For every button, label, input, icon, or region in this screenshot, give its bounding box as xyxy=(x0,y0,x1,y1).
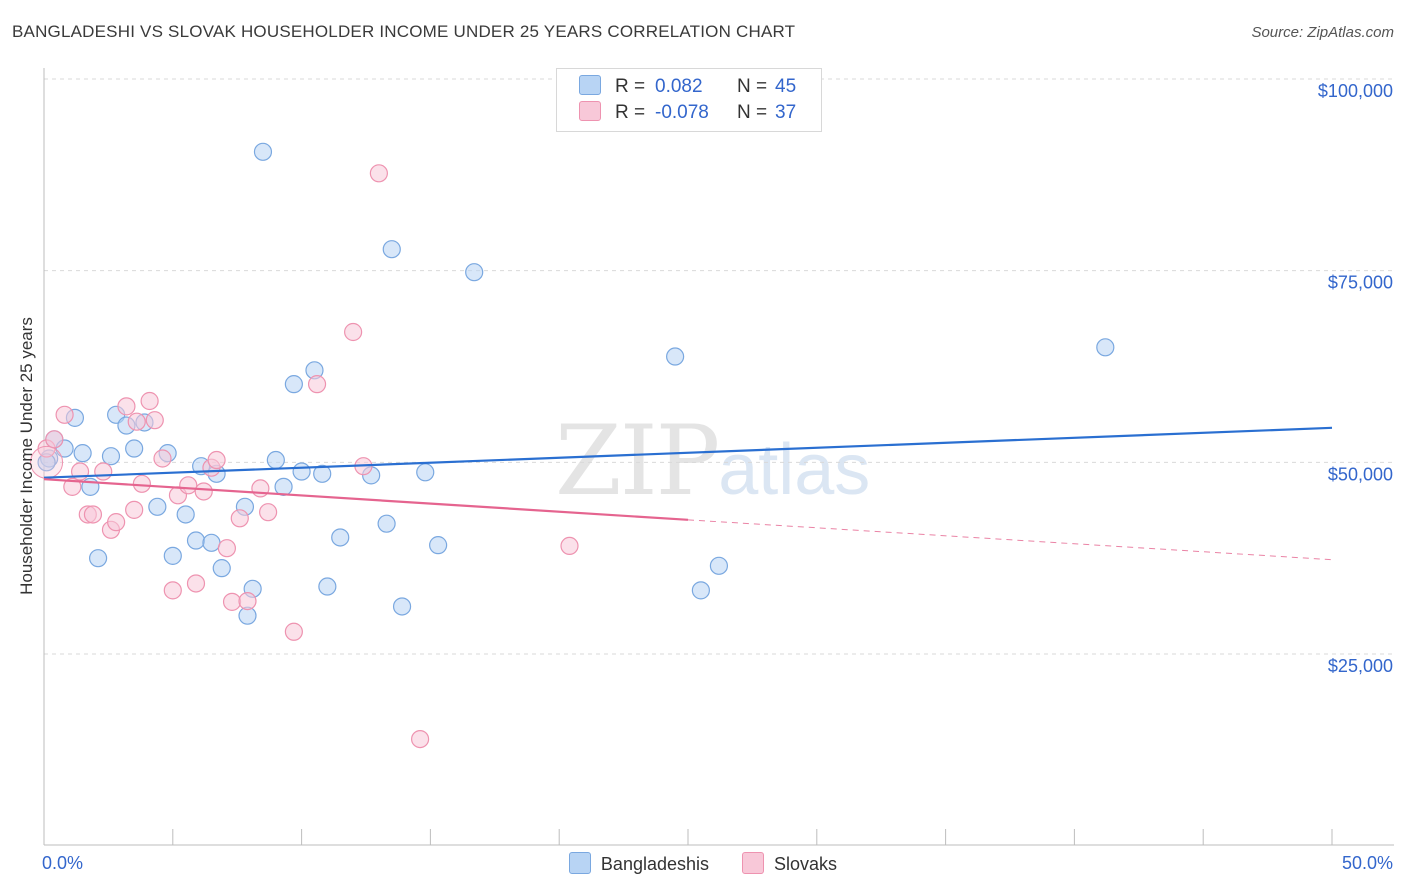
source-label: Source: ZipAtlas.com xyxy=(1251,24,1394,41)
bangladeshi-point xyxy=(691,581,710,600)
slovak-point xyxy=(410,729,430,749)
slovak-point xyxy=(307,375,327,394)
slovak-point xyxy=(94,462,113,481)
n-label: N = xyxy=(737,102,768,123)
slovak-point xyxy=(217,539,236,558)
chart-title: BANGLADESHI VS SLOVAK HOUSEHOLDER INCOME… xyxy=(12,22,796,41)
slovak-point xyxy=(369,164,388,183)
bangladeshi-point xyxy=(392,597,412,616)
bangladeshi-point xyxy=(1096,338,1115,357)
bangladeshi-point xyxy=(163,546,182,565)
bangladeshi-point xyxy=(101,447,121,466)
slovak-point xyxy=(127,412,146,431)
bangladeshi-point xyxy=(202,533,221,552)
slovak-point xyxy=(45,430,64,449)
bangladeshi-point xyxy=(212,559,231,578)
bangladeshi-point xyxy=(266,450,285,470)
bangladeshi-point xyxy=(292,462,311,481)
bangladeshi-point xyxy=(331,528,350,547)
r-label: R = xyxy=(615,76,646,97)
bangladeshi-point xyxy=(176,505,195,524)
legend-item-bangladeshis[interactable]: Bangladeshis xyxy=(568,852,710,875)
legend-label: Slovaks xyxy=(774,854,838,874)
trend-layer xyxy=(43,426,1333,561)
y-tick-label: $50,000 xyxy=(1328,464,1393,484)
slovak-point xyxy=(560,536,579,556)
x-tick-label: 50.0% xyxy=(1342,853,1393,873)
bangladeshi-point xyxy=(318,577,337,596)
slovak-point xyxy=(125,500,144,519)
slovak-point xyxy=(344,322,363,342)
y-axis-title: Householder Income Under 25 years xyxy=(17,317,36,595)
slovak-point xyxy=(207,450,226,470)
slovak-point xyxy=(238,591,257,611)
slovak-point xyxy=(107,513,126,532)
bangladeshi-point xyxy=(666,347,685,366)
y-tick-label: $25,000 xyxy=(1328,656,1393,676)
slovak-point xyxy=(230,509,249,528)
bangladeshi-point xyxy=(416,463,435,482)
slovak-point xyxy=(186,574,206,593)
slovak-point xyxy=(132,474,151,493)
slovak-point xyxy=(55,405,74,424)
slovak-point xyxy=(284,622,303,641)
y-tick-label: $100,000 xyxy=(1318,81,1393,101)
bangladeshi-point xyxy=(253,142,273,161)
legend-swatch-pink xyxy=(742,852,765,874)
watermark-atlas: atlas xyxy=(718,430,871,510)
x-tick-label: 0.0% xyxy=(42,853,83,873)
correlation-legend: R = 0.082 N = 45 R = -0.078 N = 37 xyxy=(556,68,822,132)
slovak-point xyxy=(63,477,82,496)
legend-swatch-pink xyxy=(579,101,601,121)
bangladeshi-point xyxy=(274,477,293,496)
watermark-zip: ZIP xyxy=(555,405,720,517)
bangladeshi-point xyxy=(313,464,332,483)
point-layer xyxy=(30,142,1115,749)
bangladeshi-trendline xyxy=(43,426,1333,479)
slovak-point xyxy=(259,503,278,522)
watermark: ZIPatlas xyxy=(555,405,870,517)
bangladeshi-point xyxy=(148,497,167,516)
slovak-trendline-extension xyxy=(687,519,1333,561)
r-value: -0.078 xyxy=(655,102,709,123)
bangladeshi-point xyxy=(125,439,144,458)
y-tick-label: $75,000 xyxy=(1328,273,1393,293)
label-layer: $25,000 $50,000 $75,000 $100,000 0.0% 50.0% Ho… xyxy=(17,81,1393,873)
r-label: R = xyxy=(615,102,646,123)
slovak-point xyxy=(140,391,159,411)
legend-row-slovaks: R = -0.078 N = 37 xyxy=(579,101,796,127)
legend-row-bangladeshis: R = 0.082 N = 45 xyxy=(579,75,796,101)
slovak-point xyxy=(145,411,164,430)
n-label: N = xyxy=(737,76,768,97)
bangladeshi-point xyxy=(73,444,92,463)
slovak-point xyxy=(179,476,198,495)
bangladeshi-point xyxy=(377,514,396,533)
slovak-trendline xyxy=(43,478,689,521)
n-value: 37 xyxy=(775,102,797,123)
legend-label: Bangladeshis xyxy=(600,854,710,874)
bangladeshi-point xyxy=(382,240,401,259)
r-value: 0.082 xyxy=(655,76,703,97)
bangladeshi-point xyxy=(284,375,303,394)
slovak-point xyxy=(83,505,103,524)
legend-swatch-blue xyxy=(579,75,601,95)
slovak-point xyxy=(117,397,136,416)
bangladeshi-point xyxy=(709,556,729,575)
slovak-point xyxy=(222,592,242,611)
slovak-point xyxy=(153,449,172,468)
bangladeshi-point xyxy=(429,536,448,555)
slovak-point xyxy=(251,479,270,498)
axis-layer xyxy=(43,68,1394,846)
bangladeshi-point xyxy=(465,263,484,282)
slovak-point xyxy=(194,482,213,501)
bangladeshi-point xyxy=(88,549,108,568)
legend-item-slovaks[interactable]: Slovaks xyxy=(742,852,837,875)
bangladeshi-point xyxy=(186,531,206,550)
legend-swatch-blue xyxy=(568,852,591,874)
n-value: 45 xyxy=(775,76,797,97)
slovak-point xyxy=(163,581,182,600)
series-legend: Bangladeshis Slovaks xyxy=(0,852,1406,875)
